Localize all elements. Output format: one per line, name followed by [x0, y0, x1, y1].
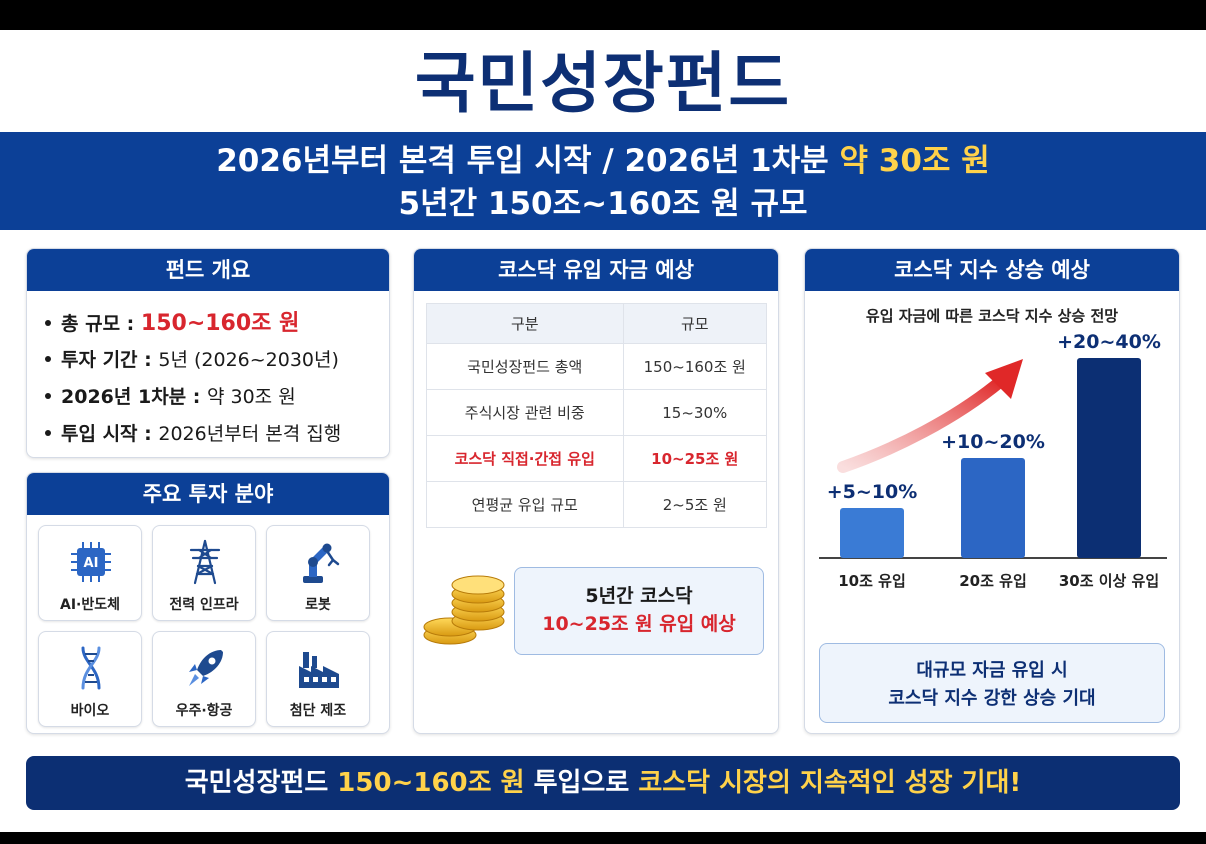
chart-category-label: 20조 유입 [959, 572, 1027, 590]
chart-data-label: +10~20% [941, 431, 1045, 453]
dna-icon [81, 646, 101, 690]
expect-line-2: 코스닥 지수 강한 상승 기대 [888, 688, 1096, 709]
field-space-aero: 우주·항공 [152, 631, 256, 727]
fields-panel: 주요 투자 분야 AI AI·반도체 [26, 472, 390, 734]
overview-item-first: 2026년 1차분 : 약 30조 원 [45, 379, 389, 416]
gold-coins-icon [423, 575, 505, 645]
hero-line-1-text: 2026년부터 본격 투입 시작 / 2026년 1차분 [216, 143, 840, 179]
trend-arrowhead-icon [985, 359, 1023, 399]
field-label: AI·반도체 [59, 597, 120, 613]
chart-title: 유입 자금에 따른 코스닥 지수 상승 전망 [865, 307, 1119, 325]
inflow-header: 코스닥 유입 자금 예상 [414, 249, 778, 291]
overview-total-value: 150~160조 원 [140, 311, 300, 336]
index-header: 코스닥 지수 상승 예상 [805, 249, 1179, 291]
callout-line-1: 5년간 코스닥 [585, 585, 693, 607]
field-ai-semiconductor: AI AI·반도체 [38, 525, 142, 621]
hero-line-2: 5년간 150조~160조 원 규모 [398, 186, 808, 222]
trend-arrow-icon [837, 375, 1007, 473]
overview-header: 펀드 개요 [27, 249, 389, 291]
chip-icon: AI [71, 542, 111, 582]
page-title: 국민성장펀드 [414, 45, 792, 122]
index-expect-callout: 대규모 자금 유입 시 코스닥 지수 강한 상승 기대 [819, 643, 1165, 723]
footer-amount: 150~160조 원 [337, 768, 525, 798]
chart-bar [1077, 358, 1141, 558]
table-row: 연평균 유입 규모 2~5조 원 [426, 481, 767, 528]
table-row: 국민성장펀드 총액 150~160조 원 [426, 343, 767, 390]
robot-arm-icon [303, 543, 340, 583]
overview-panel: 펀드 개요 총 규모 : 150~160조 원 투자 기간 : 5년 (2026… [26, 248, 390, 458]
field-label: 우주·항공 [175, 703, 233, 719]
table-row: 주식시장 관련 비중 15~30% [426, 389, 767, 436]
field-label: 로봇 [305, 597, 331, 613]
callout-line-2: 10~25조 원 유입 예상 [542, 613, 736, 635]
hero-banner: 2026년부터 본격 투입 시작 / 2026년 1차분 약 30조 원 5년간… [0, 132, 1206, 230]
bullet-icon [45, 392, 51, 399]
column-header: 규모 [622, 303, 767, 344]
bullet-icon [45, 355, 51, 362]
chart-category-label: 10조 유입 [838, 572, 906, 590]
factory-icon [299, 652, 339, 688]
field-label: 바이오 [70, 703, 110, 719]
hero-line-1: 2026년부터 본격 투입 시작 / 2026년 1차분 약 30조 원 [0, 140, 1206, 183]
fields-header: 주요 투자 분야 [27, 473, 389, 515]
bullet-icon [45, 429, 51, 436]
field-robot: 로봇 [266, 525, 370, 621]
field-advanced-manufacturing: 첨단 제조 [266, 631, 370, 727]
inflow-table: 구분 규모 국민성장펀드 총액 150~160조 원 주식시장 관련 비중 15~3… [426, 303, 767, 528]
inflow-panel: 코스닥 유입 자금 예상 구분 규모 국민성장펀드 총액 150~160조 원 주… [413, 248, 779, 734]
table-header-row: 구분 규모 [426, 303, 767, 344]
overview-list: 총 규모 : 150~160조 원 투자 기간 : 5년 (2026~2030년… [27, 291, 389, 453]
rocket-icon [189, 650, 223, 686]
power-tower-icon [189, 539, 221, 585]
expect-line-1: 대규모 자금 유입 시 [916, 660, 1068, 681]
field-bio: 바이오 [38, 631, 142, 727]
chart-category-label: 30조 이상 유입 [1059, 572, 1159, 590]
chart-bar [961, 458, 1025, 558]
chart-data-label: +5~10% [827, 481, 918, 503]
infographic-page: 국민성장펀드 2026년부터 본격 투입 시작 / 2026년 1차분 약 30… [0, 30, 1206, 832]
table-row-highlight: 코스닥 직접·간접 유입 10~25조 원 [426, 435, 767, 482]
hero-highlight: 약 30조 원 [839, 143, 990, 179]
chart-data-label: +20~40% [1057, 331, 1161, 353]
inflow-callout: 5년간 코스닥 10~25조 원 유입 예상 [514, 567, 764, 655]
field-label: 첨단 제조 [289, 703, 347, 719]
overview-item-period: 투자 기간 : 5년 (2026~2030년) [45, 342, 389, 379]
chip-icon-text: AI [84, 556, 99, 571]
field-power-infra: 전력 인프라 [152, 525, 256, 621]
bullet-icon [45, 319, 51, 326]
overview-item-start: 투입 시작 : 2026년부터 본격 집행 [45, 416, 389, 453]
overview-item-total: 총 규모 : 150~160조 원 [45, 305, 389, 342]
index-bar-chart: +5~10% 10조 유입 +10~20% 20조 유입 +20~40% 30조 이상 유… [819, 331, 1167, 590]
index-panel: 코스닥 지수 상승 예상 유입 자금에 따른 코스닥 지수 상승 전망 +5~1… [804, 248, 1180, 734]
column-header: 구분 [426, 303, 624, 344]
field-label: 전력 인프라 [169, 597, 239, 613]
chart-bar [840, 508, 904, 558]
footer-highlight: 코스닥 시장의 지속적인 성장 기대! [638, 768, 1022, 798]
footer-banner: 국민성장펀드 150~160조 원 투입으로 코스닥 시장의 지속적인 성장 기… [26, 756, 1180, 810]
